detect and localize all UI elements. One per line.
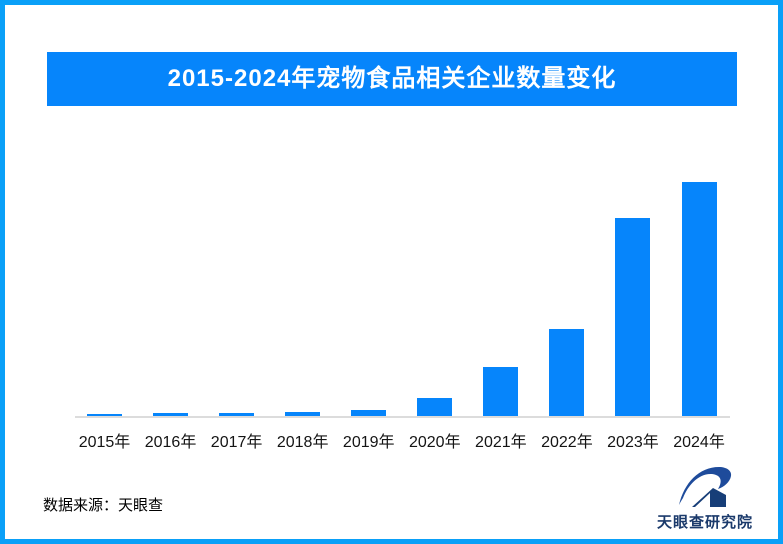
bar-2024年 <box>681 182 717 417</box>
frame-border-left <box>0 0 5 544</box>
chart-title: 2015-2024年宠物食品相关企业数量变化 <box>167 65 617 92</box>
x-axis-label-2023年: 2023年 <box>607 434 659 451</box>
bar-2020年 <box>417 398 453 417</box>
x-axis-label-2019年: 2019年 <box>342 434 395 451</box>
bar-chart-plot-area <box>75 182 730 418</box>
x-axis-line <box>75 416 730 418</box>
x-axis-label-2018年: 2018年 <box>276 434 329 451</box>
frame-border-top <box>0 0 783 5</box>
bar-2021年 <box>483 367 519 417</box>
x-axis-label-2020年: 2020年 <box>408 434 461 451</box>
tianyancha-logo: 天眼查研究院 <box>655 463 755 532</box>
frame-border-bottom <box>0 539 783 544</box>
data-source-label: 数据来源：天眼查 <box>43 497 164 514</box>
x-axis-label-2024年: 2024年 <box>673 434 725 451</box>
bar-2023年 <box>615 218 651 417</box>
bar-2016年 <box>153 413 189 417</box>
x-axis-label-2015年: 2015年 <box>78 434 131 451</box>
frame-border-right <box>778 0 783 544</box>
bar-2015年 <box>87 414 122 417</box>
x-axis-label-2017年: 2017年 <box>210 434 263 451</box>
x-axis-label-2022年: 2022年 <box>541 434 593 451</box>
bar-2018年 <box>285 412 321 417</box>
chart-title-banner: 2015-2024年宠物食品相关企业数量变化 <box>47 52 737 106</box>
tianyancha-eye-logo-icon <box>679 467 732 507</box>
bar-2019年 <box>351 410 387 417</box>
x-axis-labels: 2015年 2016年 2017年 2018年 2019年 2020年 2021年 2022年… <box>0 428 783 451</box>
bar-2022年 <box>549 329 585 417</box>
x-axis-label-2021年: 2021年 <box>475 434 527 451</box>
tianyancha-logo-text: 天眼查研究院 <box>656 514 753 531</box>
x-axis-label-2016年: 2016年 <box>144 434 197 451</box>
bar-2017年 <box>219 413 255 417</box>
